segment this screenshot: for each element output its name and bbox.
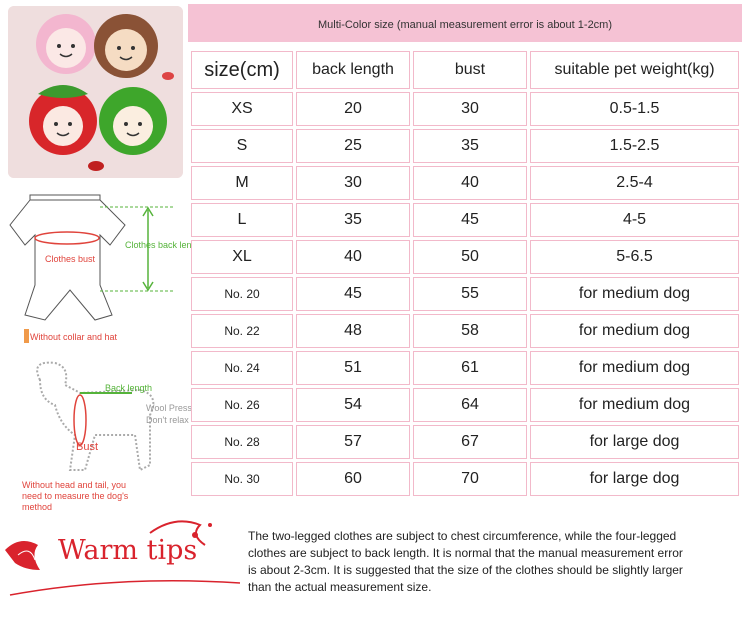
- cell-size: No. 24: [191, 351, 293, 385]
- table-row: No. 20 45 55 for medium dog: [191, 277, 739, 311]
- table-row: No. 24 51 61 for medium dog: [191, 351, 739, 385]
- table-row: S 25 35 1.5-2.5: [191, 129, 739, 163]
- cell-back-length: 40: [296, 240, 410, 274]
- dog-note-1: Without head and tail, you: [22, 480, 127, 490]
- cell-size: XS: [191, 92, 293, 126]
- cell-bust: 30: [413, 92, 527, 126]
- cell-size: No. 26: [191, 388, 293, 422]
- cell-bust: 67: [413, 425, 527, 459]
- cell-back-length: 45: [296, 277, 410, 311]
- table-row: XL 40 50 5-6.5: [191, 240, 739, 274]
- wool-note-1: Wool Press: [146, 403, 192, 413]
- cell-bust: 58: [413, 314, 527, 348]
- table-header-row: size(cm) back length bust suitable pet w…: [191, 51, 739, 89]
- cell-weight: for medium dog: [530, 351, 739, 385]
- cell-weight: 5-6.5: [530, 240, 739, 274]
- cell-size: S: [191, 129, 293, 163]
- cell-back-length: 30: [296, 166, 410, 200]
- cell-weight: for medium dog: [530, 388, 739, 422]
- floral-ornament-icon: [5, 520, 241, 596]
- cell-bust: 50: [413, 240, 527, 274]
- cell-weight: for large dog: [530, 425, 739, 459]
- cell-bust: 35: [413, 129, 527, 163]
- cell-weight: 0.5-1.5: [530, 92, 739, 126]
- cell-bust: 61: [413, 351, 527, 385]
- clothes-note: Without collar and hat: [30, 332, 118, 342]
- cell-size: XL: [191, 240, 293, 274]
- wool-note-2: Don't relax: [146, 415, 189, 425]
- dog-outline: [36, 361, 155, 472]
- column-header-weight: suitable pet weight(kg): [530, 51, 739, 89]
- cell-back-length: 35: [296, 203, 410, 237]
- table-row: XS 20 30 0.5-1.5: [191, 92, 739, 126]
- product-photo: [8, 6, 183, 178]
- warm-tips-text: The two-legged clothes are subject to ch…: [248, 529, 683, 594]
- table-row: No. 28 57 67 for large dog: [191, 425, 739, 459]
- clothes-outline: [9, 194, 175, 343]
- column-header-bust: bust: [413, 51, 527, 89]
- table-row: No. 26 54 64 for medium dog: [191, 388, 739, 422]
- cell-bust: 64: [413, 388, 527, 422]
- clothes-diagram: Clothes back length Clothes bust Without…: [0, 190, 204, 350]
- cell-bust: 70: [413, 462, 527, 496]
- cell-bust: 45: [413, 203, 527, 237]
- cell-back-length: 51: [296, 351, 410, 385]
- table-row: M 30 40 2.5-4: [191, 166, 739, 200]
- dog-back-length-label: Back length: [105, 383, 153, 393]
- cell-size: No. 22: [191, 314, 293, 348]
- table-row: L 35 45 4-5: [191, 203, 739, 237]
- cell-weight: 2.5-4: [530, 166, 739, 200]
- cell-size: L: [191, 203, 293, 237]
- cell-back-length: 60: [296, 462, 410, 496]
- cell-back-length: 48: [296, 314, 410, 348]
- cell-size: No. 20: [191, 277, 293, 311]
- table-row: No. 30 60 70 for large dog: [191, 462, 739, 496]
- table-header-note: Multi-Color size (manual measurement err…: [188, 4, 742, 42]
- cell-weight: for large dog: [530, 462, 739, 496]
- cell-back-length: 57: [296, 425, 410, 459]
- cell-weight: for medium dog: [530, 314, 739, 348]
- cell-weight: 4-5: [530, 203, 739, 237]
- cell-back-length: 54: [296, 388, 410, 422]
- clothes-back-length-label: Clothes back length: [125, 240, 205, 250]
- warm-tips-title: Warm tips: [58, 535, 198, 566]
- cell-size: M: [191, 166, 293, 200]
- cell-bust: 40: [413, 166, 527, 200]
- cell-size: No. 28: [191, 425, 293, 459]
- dog-note-3: method: [22, 502, 53, 512]
- cell-back-length: 25: [296, 129, 410, 163]
- dog-note-2: need to measure the dog's: [22, 491, 129, 501]
- cell-back-length: 20: [296, 92, 410, 126]
- clothes-bust-label: Clothes bust: [45, 254, 96, 264]
- dog-diagram: Back length Wool Press Don't relax Bust …: [0, 355, 192, 520]
- warm-tips-banner: Warm tips: [0, 515, 245, 614]
- column-header-size: size(cm): [191, 51, 293, 89]
- size-table: size(cm) back length bust suitable pet w…: [188, 48, 742, 499]
- cell-weight: for medium dog: [530, 277, 739, 311]
- cell-weight: 1.5-2.5: [530, 129, 739, 163]
- table-row: No. 22 48 58 for medium dog: [191, 314, 739, 348]
- cell-bust: 55: [413, 277, 527, 311]
- dog-bust-label: Bust: [76, 441, 99, 453]
- cell-size: No. 30: [191, 462, 293, 496]
- size-chart: Multi-Color size (manual measurement err…: [188, 4, 742, 508]
- column-header-back-length: back length: [296, 51, 410, 89]
